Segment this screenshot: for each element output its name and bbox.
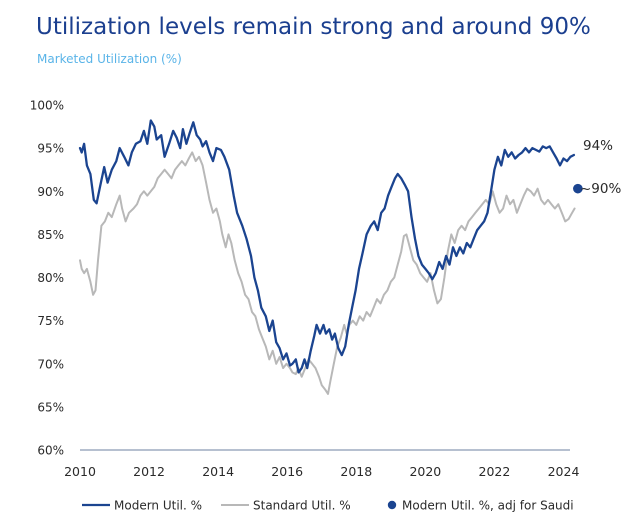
y-tick-label: 90% [37,185,64,199]
chart-title: Utilization levels remain strong and aro… [36,14,591,40]
standard-util-line [79,151,576,395]
y-tick-label: 65% [37,400,64,414]
x-tick-label: 2020 [409,464,441,479]
chart-subtitle: Marketed Utilization (%) [37,52,182,66]
x-tick-label: 2016 [271,464,303,479]
y-tick-label: 85% [37,228,64,242]
legend: Modern Util. % Standard Util. % Modern Uti… [82,499,574,513]
y-tick-label: 100% [30,99,64,113]
modern-end-label: 94% [583,138,613,154]
y-tick-label: 80% [37,271,64,285]
x-tick-label: 2014 [202,464,234,479]
saudi-adjusted-point [573,183,583,194]
series-layer [78,119,583,395]
x-tick-label: 2018 [340,464,372,479]
legend-saudi-swatch [387,500,397,510]
y-tick-label: 70% [37,357,64,371]
modern-util-line [78,119,576,374]
x-axis-ticks: 2010 2012 2014 2016 2018 2020 2022 2024 [64,464,579,479]
x-tick-label: 2022 [479,464,511,479]
end-labels: 94% ~90% [580,138,621,197]
legend-modern-label: Modern Util. % [114,499,202,513]
legend-saudi-label: Modern Util. %, adj for Saudi [402,499,574,513]
legend-standard-label: Standard Util. % [253,499,351,513]
saudi-end-label: ~90% [580,181,621,197]
x-tick-label: 2010 [64,464,96,479]
y-tick-label: 95% [37,142,64,156]
y-tick-label: 60% [37,444,64,458]
y-tick-label: 75% [37,314,64,328]
x-tick-label: 2012 [133,464,165,479]
y-axis-ticks: 60% 65% 70% 75% 80% 85% 90% 95% 100% [30,99,64,458]
x-tick-label: 2024 [548,464,580,479]
